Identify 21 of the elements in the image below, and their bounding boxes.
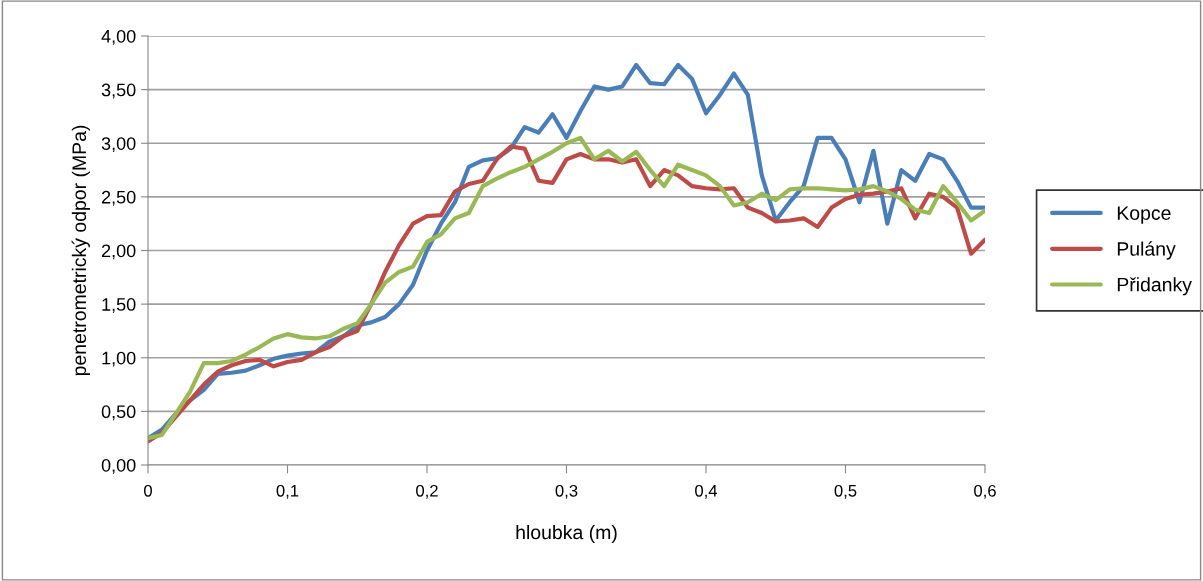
y-tick-label: 1,00 [102,351,136,367]
y-tick-label: 2,50 [101,190,136,206]
y-tick-label: 0,00 [101,458,136,474]
legend-label: Pulány [1117,241,1176,260]
legend-label: Přidanky [1117,277,1192,296]
x-tick-label: 0,2 [416,484,438,499]
y-tick-label: 0,50 [101,405,136,421]
y-tick-label: 2,00 [101,244,136,260]
y-tick-label: 4,00 [101,29,136,45]
y-axis-title: penetrometrický odpor (MPa) [71,125,90,376]
x-tick-label: 0,5 [834,484,857,499]
legend-label: Kopce [1117,206,1171,224]
x-axis-title: hloubka (m) [516,524,617,544]
x-tick-label: 0,3 [555,484,578,499]
y-tick-label: 1,50 [102,298,136,313]
x-tick-label: 0 [144,484,152,497]
y-tick-label: 3,00 [101,137,136,153]
x-tick-label: 0,4 [695,484,718,499]
x-tick-label: 0,6 [974,484,996,499]
x-tick-label: 0,1 [276,484,299,499]
y-tick-label: 3,50 [101,83,136,99]
